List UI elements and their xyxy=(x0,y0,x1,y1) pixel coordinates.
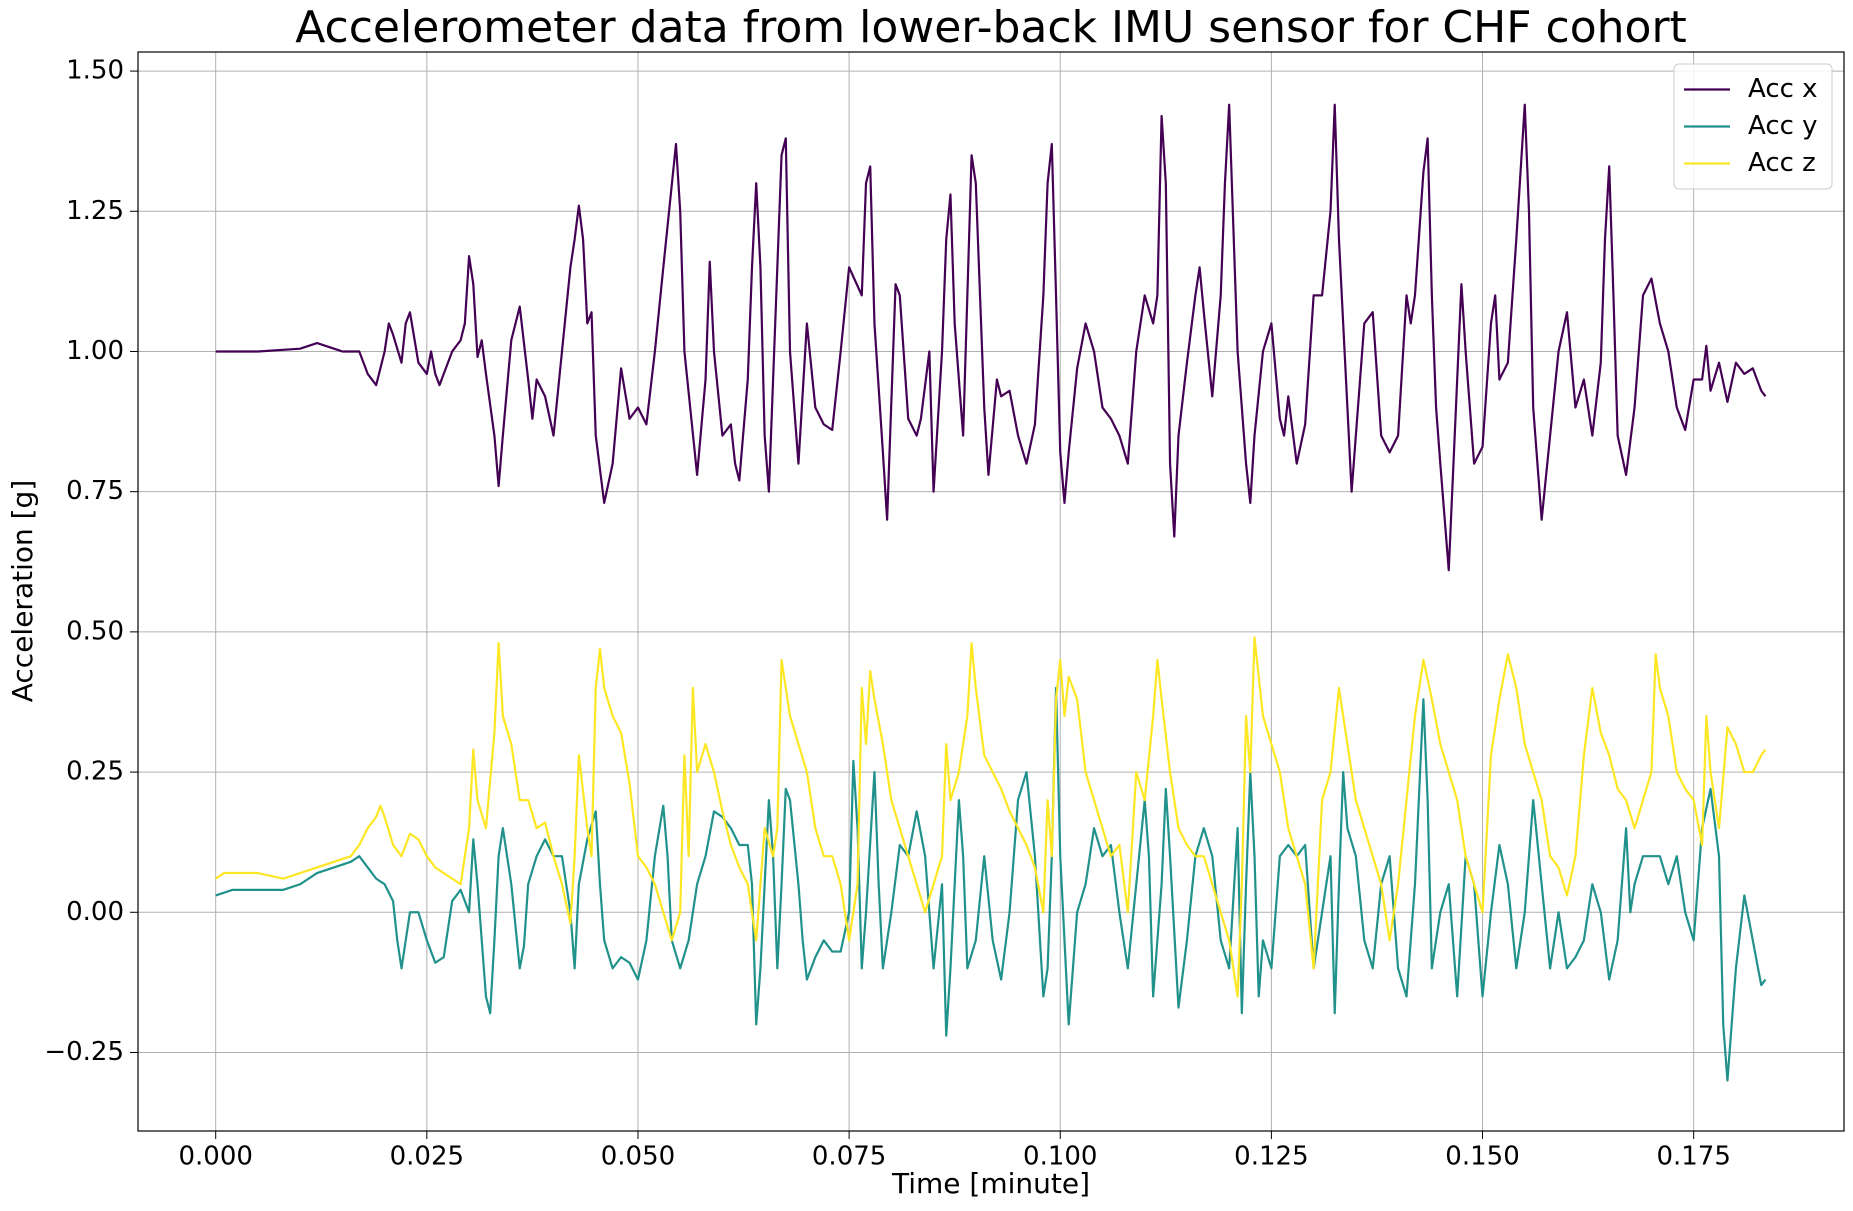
y-tick-label: 0.00 xyxy=(66,897,124,927)
legend-label: Acc z xyxy=(1748,148,1816,178)
x-tick-label: 0.150 xyxy=(1445,1142,1519,1172)
x-tick-label: 0.050 xyxy=(601,1142,675,1172)
y-tick-label: 1.50 xyxy=(66,56,124,86)
x-tick-label: 0.025 xyxy=(390,1142,464,1172)
x-axis-label: Time [minute] xyxy=(891,1167,1090,1200)
x-tick-label: 0.000 xyxy=(178,1142,252,1172)
data-line xyxy=(215,103,1767,572)
x-tick-label: 0.075 xyxy=(812,1142,886,1172)
y-tick-label: 0.50 xyxy=(66,616,124,646)
legend-label: Acc x xyxy=(1748,74,1818,104)
y-tick-label: 0.75 xyxy=(66,476,124,506)
y-tick-label: 1.25 xyxy=(66,196,124,226)
y-tick-label: 1.00 xyxy=(66,336,124,366)
x-tick-label: 0.125 xyxy=(1234,1142,1308,1172)
legend: Acc x Acc y Acc z xyxy=(1673,63,1833,190)
plot-frame xyxy=(137,51,1845,1132)
x-tick-label: 0.100 xyxy=(1023,1142,1097,1172)
y-tick-label: 0.25 xyxy=(66,757,124,787)
legend-label: Acc y xyxy=(1748,111,1818,141)
legend-frame xyxy=(1673,63,1833,190)
data-line xyxy=(215,636,1767,998)
y-tick-label: −0.25 xyxy=(44,1037,124,1067)
y-axis-label: Acceleration [g] xyxy=(6,480,39,703)
chart-title: Accelerometer data from lower-back IMU s… xyxy=(295,2,1687,53)
x-tick-label: 0.175 xyxy=(1656,1142,1730,1172)
data-line xyxy=(215,686,1767,1082)
